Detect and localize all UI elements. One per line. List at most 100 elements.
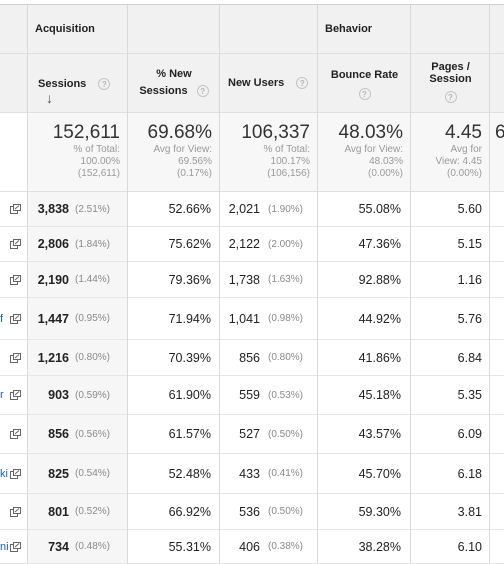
- new-sessions-cell: 70.39%: [128, 340, 220, 375]
- open-link-icon[interactable]: [10, 204, 21, 214]
- bounce-rate-cell: 59.30%: [318, 494, 411, 529]
- behavior-group-header: Behavior: [318, 5, 504, 53]
- new-sessions-cell: 52.48%: [128, 454, 220, 493]
- pages-per-session-value: 6.84: [457, 350, 482, 365]
- pages-per-session-column-header[interactable]: Pages / Session ?: [411, 54, 490, 112]
- sessions-cell: 1,216 (0.80%): [28, 340, 128, 375]
- bounce-rate-cell: 55.08%: [318, 192, 411, 226]
- sessions-cell: 1,447 (0.95%): [28, 298, 128, 339]
- new-users-cell: 2,122 (2.00%): [220, 227, 318, 261]
- new-sessions-cell: 61.57%: [128, 415, 220, 453]
- bounce-rate-value: 45.70%: [358, 466, 401, 481]
- dimension-cell: ni: [0, 530, 28, 563]
- table-row: 856 (0.56%) 61.57% 527 (0.50%) 43.57% 6.09: [0, 415, 504, 454]
- pages-per-session-cell: 1.16: [411, 262, 490, 297]
- totals-dimension-cell: [0, 113, 28, 191]
- new-sessions-cell: 52.66%: [128, 192, 220, 226]
- new-sessions-column-header[interactable]: % New Sessions ?: [128, 54, 220, 112]
- totals-separator: [0, 191, 504, 192]
- dimension-truncated-text[interactable]: r: [0, 389, 4, 401]
- new-users-percent: (0.98%): [268, 313, 304, 324]
- totals-new-sessions-line1: Avg for View:: [153, 144, 212, 155]
- bounce-rate-header-label: Bounce Rate: [330, 69, 399, 81]
- table-row: 801 (0.52%) 66.92% 536 (0.50%) 59.30% 3.81: [0, 494, 504, 530]
- pages-per-session-value: 6.10: [457, 539, 482, 554]
- bounce-rate-column-header[interactable]: Bounce Rate ?: [318, 54, 411, 112]
- open-link-icon[interactable]: [10, 352, 21, 363]
- bounce-rate-cell: 43.57%: [318, 415, 411, 453]
- new-users-cell: 1,041 (0.98%): [220, 298, 318, 339]
- new-sessions-cell: 71.94%: [128, 298, 220, 339]
- bounce-rate-cell: 47.36%: [318, 227, 411, 261]
- dimension-truncated-text[interactable]: ki: [0, 467, 8, 480]
- totals-bounce-rate-line2: 48.03%: [369, 156, 403, 167]
- sort-descending-icon[interactable]: ↓: [46, 90, 53, 107]
- new-users-cell: 527 (0.50%): [220, 415, 318, 453]
- sessions-value: 1,447: [37, 311, 69, 326]
- column-divider: [127, 5, 128, 564]
- new-users-percent: (0.50%): [268, 428, 304, 440]
- new-sessions-cell: 55.31%: [128, 530, 220, 563]
- totals-bounce-rate-cell: 48.03% Avg for View: 48.03% (0.00%): [318, 113, 411, 191]
- totals-pages-value: 4.45: [445, 122, 482, 143]
- new-sessions-value: 71.94%: [168, 311, 211, 326]
- totals-new-sessions-cell: 69.68% Avg for View: 69.56% (0.17%): [128, 113, 220, 191]
- new-users-cell: 536 (0.50%): [220, 494, 318, 529]
- header-separator: [0, 53, 504, 54]
- new-users-help-icon[interactable]: ?: [296, 77, 309, 90]
- sessions-value: 801: [48, 504, 69, 519]
- pages-help-icon[interactable]: ?: [444, 91, 457, 104]
- new-users-column-header[interactable]: New Users ?: [220, 54, 318, 112]
- new-users-value: 2,122: [228, 237, 260, 251]
- new-sessions-help-icon[interactable]: ?: [196, 85, 209, 98]
- dimension-cell: [0, 415, 28, 453]
- new-sessions-value: 75.62%: [168, 237, 211, 251]
- totals-new-users-value: 106,337: [241, 122, 310, 143]
- open-link-icon[interactable]: [10, 274, 21, 285]
- new-users-value: 536: [239, 504, 260, 519]
- sessions-cell: 825 (0.54%): [28, 454, 128, 493]
- new-users-value: 1,041: [228, 311, 260, 326]
- new-sessions-value: 70.39%: [168, 350, 211, 365]
- open-link-icon[interactable]: [10, 239, 21, 249]
- sessions-column-header[interactable]: Sessions ? ↓: [28, 54, 128, 112]
- sessions-cell: 2,190 (1.44%): [28, 262, 128, 297]
- open-link-icon[interactable]: [10, 390, 21, 400]
- totals-pages-cell: 4.45 Avg for View: 4.45 (0.00%): [411, 113, 490, 191]
- new-users-percent: (2.00%): [268, 238, 304, 250]
- sessions-percent: (0.52%): [75, 506, 111, 517]
- open-link-icon[interactable]: [10, 429, 21, 439]
- table-row: 3,838 (2.51%) 52.66% 2,021 (1.90%) 55.08% 5.60: [0, 192, 504, 227]
- new-sessions-value: 55.31%: [168, 539, 211, 554]
- totals-new-users-cell: 106,337 % of Total: 100.17% (106,156): [220, 113, 318, 191]
- open-link-icon[interactable]: [10, 506, 21, 517]
- new-users-value: 527: [239, 427, 260, 441]
- new-sessions-value: 61.57%: [168, 427, 211, 441]
- sessions-help-icon[interactable]: ?: [98, 78, 111, 91]
- totals-pages-line3: (0.00%): [446, 168, 482, 179]
- new-sessions-cell: 75.62%: [128, 227, 220, 261]
- open-link-icon[interactable]: [10, 468, 21, 479]
- totals-new-sessions-value: 69.68%: [147, 122, 212, 143]
- dimension-truncated-text[interactable]: ni: [0, 540, 9, 553]
- dimension-cell: [0, 262, 28, 297]
- bounce-rate-value: 38.28%: [358, 539, 401, 554]
- bounce-rate-cell: 92.88%: [318, 262, 411, 297]
- sessions-value: 856: [48, 427, 69, 441]
- sessions-header-label: Sessions: [38, 78, 87, 90]
- column-divider: [410, 5, 411, 564]
- open-link-icon[interactable]: [10, 313, 21, 324]
- new-users-value: 433: [239, 466, 260, 481]
- open-link-icon[interactable]: [10, 541, 21, 552]
- totals-cut-value: 6: [495, 122, 504, 143]
- totals-bounce-rate-line3: (0.00%): [367, 168, 403, 179]
- totals-bounce-rate-value: 48.03%: [338, 122, 403, 143]
- totals-bounce-rate-line1: Avg for View:: [344, 144, 403, 155]
- dimension-truncated-text[interactable]: f: [0, 312, 4, 325]
- sessions-cell: 734 (0.48%): [28, 530, 128, 563]
- table-row: r 903 (0.59%) 61.90% 559 (0.53%) 45.18% 5.35: [0, 376, 504, 415]
- bounce-rate-help-icon[interactable]: ?: [358, 88, 371, 101]
- sessions-value: 825: [48, 466, 69, 481]
- pages-per-session-cell: 5.35: [411, 376, 490, 414]
